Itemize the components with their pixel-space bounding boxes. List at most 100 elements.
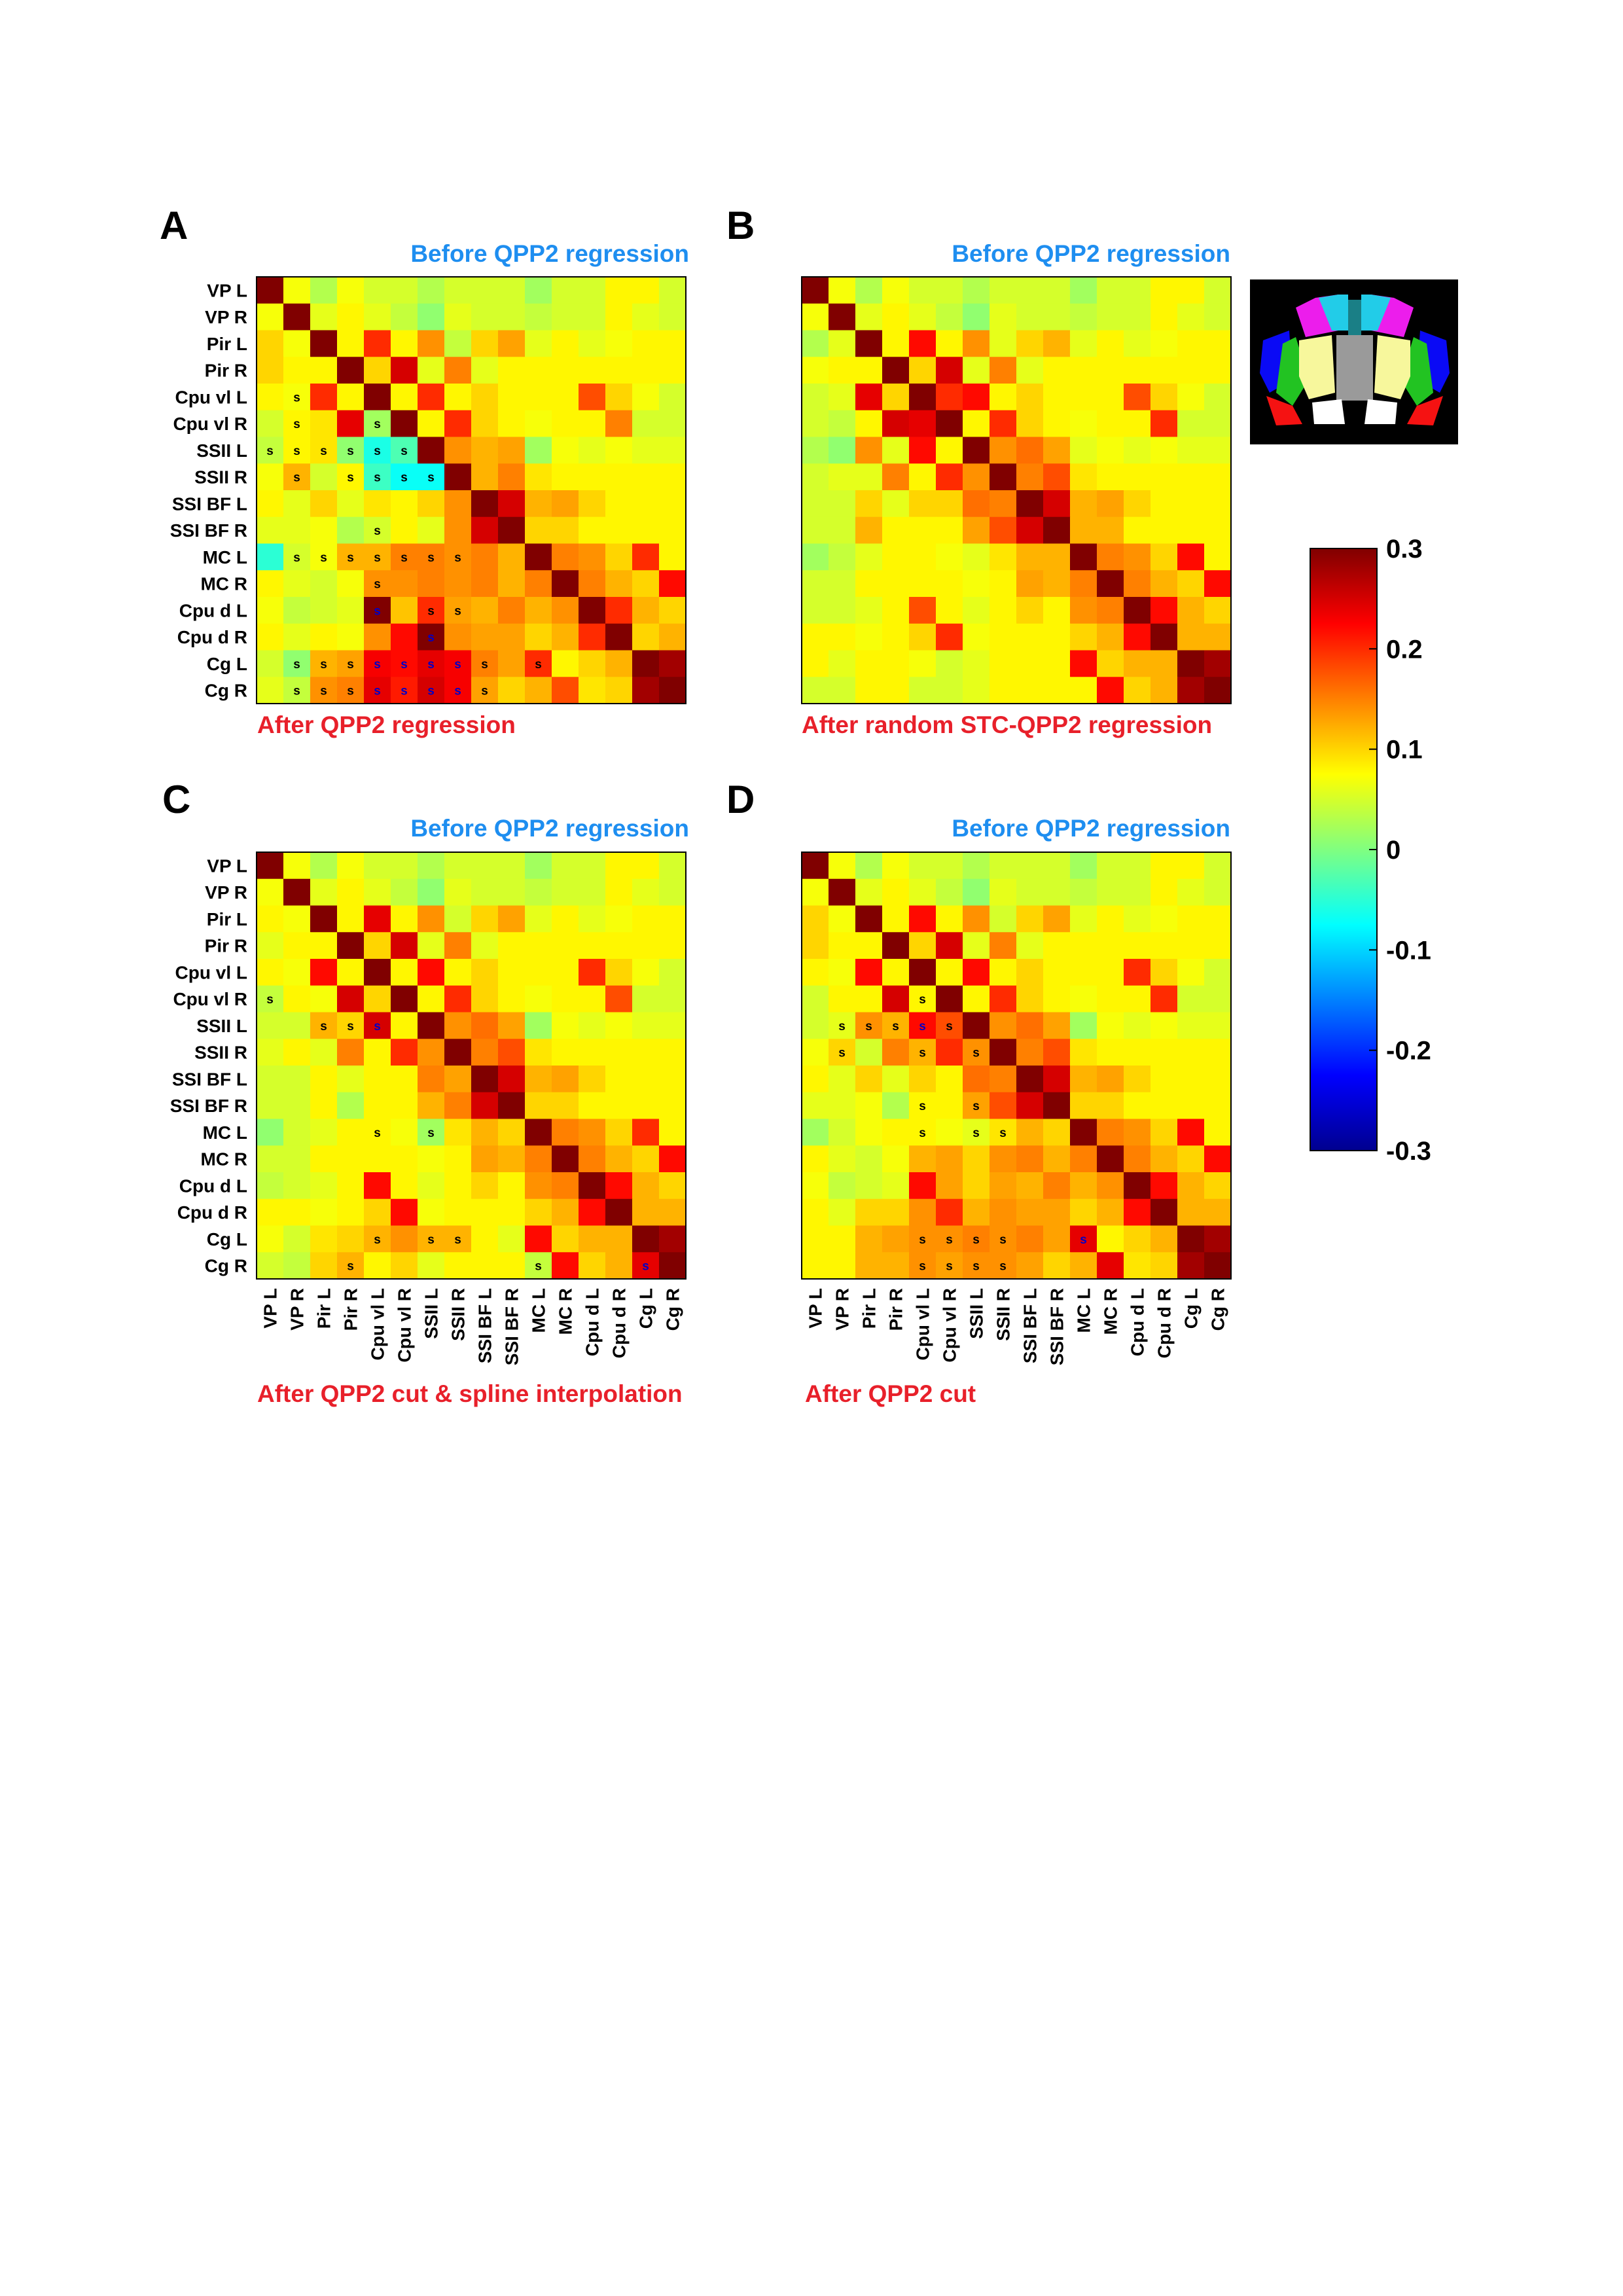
panel-d-sig-mark-4: s xyxy=(919,1020,926,1033)
panel-c-cell-r10-c10 xyxy=(525,1119,552,1146)
panel-d-cell-r7-c7 xyxy=(990,1039,1017,1066)
panel-d-cell-r13-c10 xyxy=(1070,1198,1097,1227)
panel-c-cell-r12-c14 xyxy=(632,1172,660,1200)
panel-a-ylabel-6: SSII L xyxy=(196,440,247,461)
panel-a-cell-r2-c6 xyxy=(418,330,445,357)
panel-c-cell-r0-c15 xyxy=(659,852,687,880)
panel-d-xlabel-15: Cg R xyxy=(1208,1288,1228,1331)
panel-d-cell-r11-c10 xyxy=(1070,1145,1097,1173)
panel-c-cell-r3-c0 xyxy=(257,932,284,960)
panel-c-cell-r7-c12 xyxy=(579,1039,606,1066)
panel-d-cell-r12-c6 xyxy=(963,1172,990,1200)
panel-b-cell-r6-c11 xyxy=(1097,437,1124,464)
panel-c-cell-r11-c9 xyxy=(498,1145,526,1173)
panel-a-cell-r5-c8 xyxy=(471,410,499,438)
panel-d-cell-r9-c8 xyxy=(1016,1092,1044,1120)
panel-a-cell-r9-c5 xyxy=(391,516,418,545)
panel-a-ylabel-2: Pir L xyxy=(207,334,247,354)
panel-c-cell-r1-c7 xyxy=(444,878,472,906)
panel-d-cell-r14-c1 xyxy=(829,1225,856,1253)
panel-d-cell-r15-c6 xyxy=(963,1252,990,1280)
panel-b-cell-r12-c14 xyxy=(1177,597,1205,624)
panel-a-cell-r3-c4 xyxy=(364,357,391,384)
panel-c-cell-r1-c4 xyxy=(364,878,391,906)
region-cpu-left xyxy=(1299,335,1335,399)
panel-a-cell-r12-c6 xyxy=(418,597,445,624)
panel-a-sig-mark-27: s xyxy=(293,658,300,672)
panel-d-cell-r1-c15 xyxy=(1204,878,1232,906)
panel-a-cell-r5-c3 xyxy=(337,410,365,438)
panel-b-cell-r1-c2 xyxy=(855,303,883,331)
panel-c-cell-r9-c8 xyxy=(471,1092,499,1120)
panel-a-cell-r3-c9 xyxy=(498,357,526,384)
panel-b-cell-r3-c15 xyxy=(1204,357,1232,384)
panel-b-cell-r7-c3 xyxy=(882,463,910,491)
panel-a-cell-r8-c14 xyxy=(632,490,660,518)
panel-c-cell-r11-c7 xyxy=(444,1145,472,1173)
panel-d-cell-r6-c9 xyxy=(1043,1012,1071,1039)
panel-b-cell-r7-c8 xyxy=(1016,463,1044,491)
panel-c-cell-r2-c6 xyxy=(418,905,445,933)
panel-c-cell-r14-c3 xyxy=(337,1225,365,1253)
panel-b-cell-r3-c6 xyxy=(963,357,990,384)
panel-d-cell-r6-c1 xyxy=(829,1012,856,1039)
panel-b-cell-r12-c13 xyxy=(1150,597,1178,624)
panel-b-cell-r2-c6 xyxy=(963,330,990,357)
panel-d-cell-r7-c5 xyxy=(936,1039,963,1066)
panel-a-cell-r5-c14 xyxy=(632,410,660,438)
panel-d-cell-r10-c7 xyxy=(990,1119,1017,1146)
panel-b-cell-r14-c3 xyxy=(882,650,910,677)
panel-a-cell-r11-c13 xyxy=(605,570,633,598)
panel-a-cell-r15-c7 xyxy=(444,677,472,704)
panel-a-sig-mark-6: s xyxy=(347,444,354,458)
panel-d-cell-r14-c2 xyxy=(855,1225,883,1253)
panel-a-cell-r15-c12 xyxy=(579,677,606,704)
panel-c-cell-r7-c6 xyxy=(418,1039,445,1066)
panel-a-sig-mark-32: s xyxy=(427,658,435,672)
panel-c-cell-r1-c2 xyxy=(310,878,338,906)
panel-d-cell-r15-c8 xyxy=(1016,1252,1044,1280)
panel-d-sig-mark-16: s xyxy=(972,1233,980,1247)
panel-b-cell-r2-c11 xyxy=(1097,330,1124,357)
panel-d-cell-r7-c8 xyxy=(1016,1039,1044,1066)
panel-d-cell-r3-c11 xyxy=(1097,932,1124,960)
panel-a-cell-r4-c8 xyxy=(471,384,499,411)
panel-c-cell-r4-c12 xyxy=(579,959,606,986)
ventricle-midline xyxy=(1336,335,1373,401)
panel-a-cell-r5-c7 xyxy=(444,410,472,438)
panel-c-cell-r13-c4 xyxy=(364,1198,391,1227)
panel-c-cell-r9-c14 xyxy=(632,1092,660,1120)
panel-c-cell-r13-c6 xyxy=(418,1198,445,1227)
panel-d-sig-mark-14: s xyxy=(919,1233,926,1247)
panel-d-cell-r2-c12 xyxy=(1124,905,1151,933)
panel-c-cell-r12-c9 xyxy=(498,1172,526,1200)
panel-c-cell-r15-c5 xyxy=(391,1252,418,1280)
panel-a-cell-r4-c6 xyxy=(418,384,445,411)
panel-a-cell-r13-c7 xyxy=(444,623,472,651)
panel-c-cell-r0-c12 xyxy=(579,852,606,880)
panel-c-cell-r13-c12 xyxy=(579,1198,606,1227)
panel-d-cell-r5-c9 xyxy=(1043,985,1071,1013)
panel-a-cell-r7-c1 xyxy=(283,463,311,491)
panel-c-sig-mark-6: s xyxy=(374,1233,381,1247)
panel-b-cell-r4-c12 xyxy=(1124,384,1151,411)
panel-c-cell-r9-c0 xyxy=(257,1092,284,1120)
panel-d-cell-r1-c7 xyxy=(990,878,1017,906)
panel-c-cell-r9-c5 xyxy=(391,1092,418,1120)
panel-a-cell-r9-c11 xyxy=(552,516,579,545)
panel-c-cell-r4-c4 xyxy=(364,959,391,986)
panel-c-cell-r13-c11 xyxy=(552,1198,579,1227)
panel-b-cell-r14-c10 xyxy=(1070,650,1097,677)
panel-d-cell-r13-c3 xyxy=(882,1198,910,1227)
panel-d-cell-r11-c8 xyxy=(1016,1145,1044,1173)
panel-a-cell-r7-c0 xyxy=(257,463,284,491)
region-vp xyxy=(1348,300,1361,336)
panel-b-cell-r6-c12 xyxy=(1124,437,1151,464)
panel-b-cell-r5-c6 xyxy=(963,410,990,438)
panel-b-cell-r13-c11 xyxy=(1097,623,1124,651)
panel-d-cell-r1-c12 xyxy=(1124,878,1151,906)
panel-c-cell-r2-c12 xyxy=(579,905,606,933)
panel-c-cell-r14-c7 xyxy=(444,1225,472,1253)
panel-b-cell-r5-c13 xyxy=(1150,410,1178,438)
panel-a-cell-r14-c0 xyxy=(257,650,284,677)
